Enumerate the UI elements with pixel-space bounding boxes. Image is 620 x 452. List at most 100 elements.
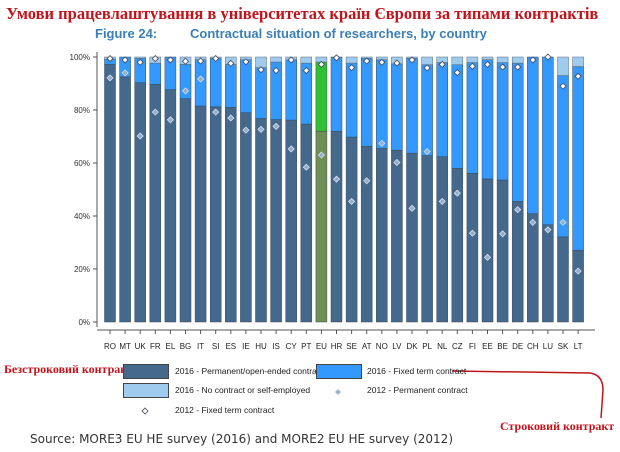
marker-2012-permanent-hu <box>257 125 265 133</box>
bar-permanent-de <box>511 201 524 323</box>
bar-fixed-cy <box>285 59 297 121</box>
marker-2012-fixed-lu <box>544 53 552 61</box>
bar-fixed-nl <box>436 62 448 157</box>
x-tick-label: HR <box>331 342 343 351</box>
bar-none-ee <box>481 56 494 60</box>
bar-permanent-uk <box>134 82 146 323</box>
x-tick-label: IS <box>272 342 280 351</box>
bar-permanent-eu <box>315 130 328 323</box>
bar-permanent-ie <box>240 112 252 323</box>
bar-permanent-lu <box>542 224 554 323</box>
x-tick-label: LT <box>574 342 583 351</box>
bar-permanent-fi <box>466 173 479 323</box>
bar-fixed-si <box>209 58 222 108</box>
marker-2012-permanent-bg <box>181 87 190 95</box>
marker-2012-fixed-mt <box>121 56 129 64</box>
marker-2012-permanent-eu <box>317 151 325 159</box>
bar-permanent-no <box>376 148 388 323</box>
bar-permanent-ch <box>527 213 539 323</box>
bar-permanent-lv <box>391 150 403 323</box>
bar-permanent-it <box>194 105 207 323</box>
x-tick-label: BG <box>180 342 192 351</box>
y-tick-label: 40% <box>74 212 90 221</box>
bar-none-sk <box>557 56 569 76</box>
bar-permanent-es <box>225 107 237 323</box>
legend-label-permanent: 2016 - Permanent/open-ended contract <box>175 366 324 376</box>
chart-title: Contractual situation of researchers, by… <box>190 26 487 41</box>
bar-permanent-sk <box>557 236 569 323</box>
x-tick-label: IE <box>242 342 250 351</box>
marker-2012-permanent-ch <box>529 218 537 226</box>
marker-2012-fixed-dk <box>408 56 416 64</box>
marker-2012-permanent-lu <box>544 226 552 234</box>
bar-permanent-lt <box>572 249 584 323</box>
marker-2012-fixed-es <box>227 59 235 67</box>
marker-2012-fixed-nl <box>438 60 446 68</box>
bar-none-fi <box>466 56 479 63</box>
bar-permanent-dk <box>406 152 418 323</box>
marker-2012-fixed-pt <box>302 66 310 75</box>
marker-2012-permanent-fr <box>151 108 159 116</box>
marker-2012-permanent-dk <box>408 204 416 212</box>
marker-2012-permanent-ie <box>242 126 250 134</box>
x-tick-label: AT <box>362 342 372 351</box>
x-tick-label: EE <box>482 342 493 351</box>
marker-2012-fixed-se <box>348 64 356 72</box>
marker-2012-permanent-it <box>197 75 205 83</box>
bar-fixed-fi <box>466 62 479 174</box>
marker-2012-permanent-no <box>378 139 386 147</box>
bar-permanent-ee <box>481 178 494 323</box>
bar-permanent-hr <box>330 130 343 323</box>
x-tick-label: NO <box>376 342 388 351</box>
figure-caption: Figure 24: Contractual situation of resea… <box>95 26 487 41</box>
marker-2012-permanent-el <box>166 116 174 124</box>
bar-fixed-it <box>194 59 207 107</box>
legend-swatch-none <box>123 383 169 398</box>
x-tick-label: EU <box>316 342 327 351</box>
x-tick-label: LU <box>543 342 553 351</box>
x-tick-label: CY <box>286 342 298 351</box>
marker-2012-permanent-nl <box>438 197 446 205</box>
marker-2012-fixed-lv <box>393 59 401 67</box>
bar-fixed-de <box>511 62 524 202</box>
legend-diamond-2012-permanent <box>334 388 342 396</box>
marker-2012-fixed-hr <box>332 54 341 62</box>
marker-2012-fixed-eu <box>317 60 325 68</box>
annotation-connector <box>451 370 604 419</box>
x-tick-label: PL <box>422 342 432 351</box>
x-tick-label: EL <box>166 342 176 351</box>
marker-2012-permanent-at <box>363 177 371 185</box>
marker-2012-fixed-de <box>514 63 522 71</box>
marker-2012-fixed-cz <box>453 69 461 77</box>
x-tick-label: SE <box>346 342 357 351</box>
bar-fixed-eu <box>315 61 328 132</box>
bar-permanent-pl <box>421 155 433 323</box>
bar-fixed-hu <box>255 67 267 119</box>
bar-permanent-se <box>345 136 358 323</box>
marker-2012-permanent-de <box>514 206 522 214</box>
marker-2012-permanent-mt <box>121 69 129 77</box>
bar-none-de <box>511 56 524 64</box>
marker-2012-permanent-uk <box>136 132 144 140</box>
bar-permanent-si <box>209 106 222 323</box>
legend-label-fixed: 2016 - Fixed term contract <box>367 366 467 376</box>
annotation-permanent: Безстроковий контракт <box>4 362 134 376</box>
bar-permanent-ro <box>104 64 116 323</box>
marker-2012-fixed-ee <box>483 60 492 68</box>
x-tick-label: CH <box>527 342 539 351</box>
marker-2012-fixed-el <box>166 56 174 64</box>
figure-label: Figure 24: <box>95 26 158 41</box>
x-tick-label: UK <box>135 342 147 351</box>
x-tick-label: ES <box>225 342 236 351</box>
marker-2012-fixed-uk <box>136 58 144 66</box>
bar-fixed-lv <box>391 63 403 151</box>
marker-2012-fixed-pl <box>423 64 431 72</box>
x-tick-label: PT <box>301 342 311 351</box>
bar-none-be <box>496 56 509 63</box>
y-tick-label: 0% <box>78 318 90 327</box>
marker-2012-fixed-ch <box>529 56 537 64</box>
x-tick-label: CZ <box>452 342 463 351</box>
legend-label-2012-permanent: 2012 - Permanent contract <box>367 385 468 395</box>
marker-2012-fixed-ro <box>106 55 114 63</box>
marker-2012-permanent-si <box>212 108 220 116</box>
